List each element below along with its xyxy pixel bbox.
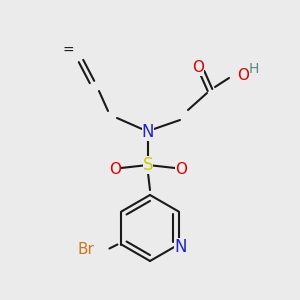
- Text: N: N: [174, 238, 187, 256]
- Text: O: O: [109, 163, 121, 178]
- Text: Br: Br: [78, 242, 95, 257]
- Text: O: O: [192, 61, 204, 76]
- Text: H: H: [249, 62, 259, 76]
- Text: O: O: [175, 163, 187, 178]
- Text: =: =: [62, 44, 74, 58]
- Text: S: S: [143, 156, 153, 174]
- Text: O: O: [237, 68, 249, 82]
- Text: N: N: [142, 123, 154, 141]
